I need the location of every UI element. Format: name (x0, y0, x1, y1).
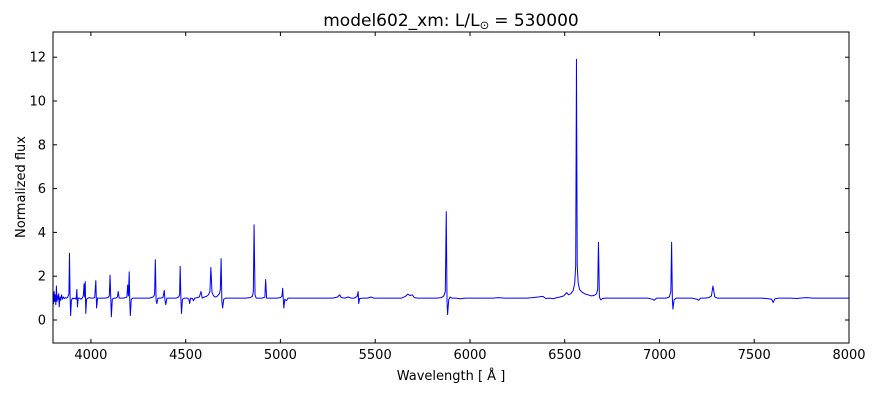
y-axis: 0 2 4 6 8 10 12 (29, 51, 849, 329)
x-axis-label: Wavelength [ Å ] (397, 368, 506, 384)
x-tick-label: 7000 (643, 348, 676, 363)
x-tick-label: 4000 (74, 348, 107, 363)
solar-symbol: ⊙ (480, 18, 490, 32)
x-tick-label: 6000 (453, 348, 486, 363)
y-tick-label: 8 (38, 138, 46, 153)
plot-background (53, 32, 849, 343)
x-tick-label: 4500 (169, 348, 202, 363)
y-tick-label: 6 (38, 182, 46, 197)
plot-frame (52, 31, 850, 344)
y-tick-label: 12 (29, 51, 46, 66)
y-tick-label: 4 (38, 226, 46, 241)
y-axis-label: Normalized flux (14, 136, 29, 238)
x-tick-label: 5500 (359, 348, 392, 363)
y-tick-label: 2 (38, 270, 46, 285)
plot-title: model602_xm: L/L⊙ = 530000 (323, 11, 579, 32)
y-tick-label: 10 (29, 95, 46, 110)
x-axis: 4000 4500 5000 5500 6000 6500 7000 7500 8000 (74, 32, 866, 363)
x-tick-label: 6500 (548, 348, 581, 363)
spectrum-line (52, 58, 849, 318)
plot-generated-layer: 4000 4500 5000 5500 6000 6500 7000 7500 8000 0 2 4 6… (29, 31, 866, 363)
x-tick-label: 8000 (832, 348, 865, 363)
x-tick-label: 5000 (264, 348, 297, 363)
y-tick-label: 0 (38, 314, 46, 329)
x-tick-label: 7500 (738, 348, 771, 363)
